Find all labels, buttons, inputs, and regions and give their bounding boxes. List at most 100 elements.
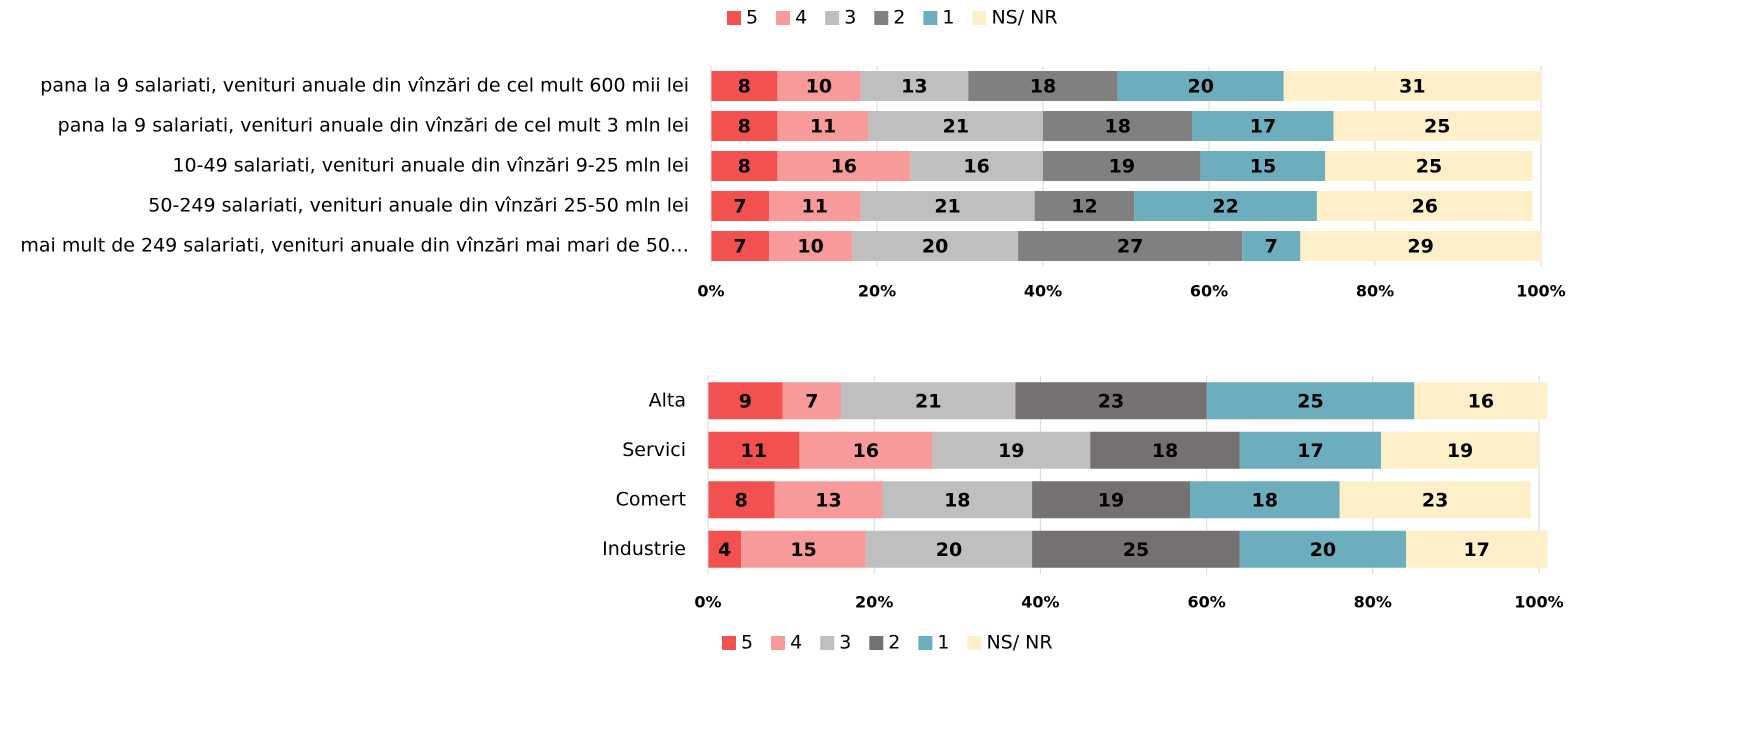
- value-label: 29: [1407, 236, 1433, 258]
- value-label: 7: [1265, 236, 1278, 258]
- legend-label: 3: [839, 632, 851, 654]
- x-tick-label: 0%: [694, 593, 721, 612]
- legend-label: 2: [888, 632, 900, 654]
- legend-label: 1: [942, 7, 954, 29]
- x-tick-label: 80%: [1354, 593, 1392, 612]
- bar-segment: [782, 382, 841, 420]
- bar-segment: [1018, 231, 1243, 261]
- bar-segment: [1300, 231, 1541, 261]
- value-label: 12: [1071, 196, 1097, 218]
- legend-swatch: [972, 11, 987, 25]
- legend-swatch: [820, 636, 835, 650]
- bar-segment: [868, 111, 1043, 141]
- value-label: 15: [790, 539, 816, 561]
- bar-segment: [1325, 151, 1533, 181]
- value-label: 13: [901, 76, 927, 98]
- x-tick-label: 100%: [1514, 593, 1563, 612]
- value-label: 19: [1447, 440, 1473, 462]
- value-label: 21: [934, 196, 960, 218]
- bar-segment: [769, 231, 853, 261]
- value-label: 4: [718, 539, 731, 561]
- value-label: 18: [944, 489, 970, 511]
- bar-segment: [711, 191, 770, 221]
- value-label: 25: [1123, 539, 1149, 561]
- bar-segment: [708, 431, 800, 469]
- value-label: 18: [1030, 76, 1056, 98]
- bar-segment: [1090, 431, 1240, 469]
- bar-segment: [1015, 382, 1207, 420]
- value-label: 23: [1098, 390, 1124, 412]
- category-label: Industrie: [602, 538, 686, 560]
- value-label: 17: [1297, 440, 1323, 462]
- value-label: 8: [738, 76, 751, 98]
- value-label: 13: [815, 489, 841, 511]
- legend-swatch: [776, 11, 791, 25]
- legend-swatch: [918, 636, 933, 650]
- x-tick-label: 20%: [855, 593, 893, 612]
- bar-segment: [1316, 191, 1533, 221]
- value-label: 25: [1424, 116, 1450, 138]
- legend-label: 1: [937, 632, 949, 654]
- value-label: 23: [1422, 489, 1448, 511]
- value-label: 27: [1117, 236, 1143, 258]
- value-label: 11: [802, 196, 828, 218]
- value-label: 16: [1468, 390, 1494, 412]
- value-label: 20: [1187, 76, 1213, 98]
- value-label: 22: [1212, 196, 1238, 218]
- bar-segment: [1200, 151, 1326, 181]
- value-label: 19: [1098, 489, 1124, 511]
- bar-segment: [1032, 481, 1190, 519]
- bar-segment: [1283, 71, 1541, 101]
- legend-label: NS/ NR: [986, 632, 1052, 654]
- x-tick-label: 60%: [1187, 593, 1225, 612]
- legend-swatch: [825, 11, 840, 25]
- legend-label: 2: [893, 7, 905, 29]
- x-tick-label: 60%: [1190, 282, 1228, 301]
- legend-label: 5: [741, 632, 753, 654]
- value-label: 25: [1416, 156, 1442, 178]
- value-label: 17: [1463, 539, 1489, 561]
- bar-segment: [1333, 111, 1541, 141]
- bar-segment: [711, 231, 770, 261]
- bar-segment: [1381, 431, 1539, 469]
- value-label: 17: [1250, 116, 1276, 138]
- value-label: 7: [733, 196, 746, 218]
- legend-swatch: [771, 636, 786, 650]
- bar-segment: [1414, 382, 1548, 420]
- bar-segment: [882, 481, 1033, 519]
- value-label: 8: [738, 116, 751, 138]
- bar-segment: [865, 530, 1033, 568]
- bar-segment: [708, 481, 775, 519]
- value-label: 18: [1104, 116, 1130, 138]
- value-label: 21: [915, 390, 941, 412]
- value-label: 9: [739, 390, 752, 412]
- legend-swatch: [727, 11, 741, 25]
- legend-label: 5: [746, 7, 758, 29]
- value-label: 20: [1310, 539, 1336, 561]
- bar-segment: [1043, 111, 1193, 141]
- category-label: Servici: [622, 439, 686, 461]
- legend-swatch: [923, 11, 938, 25]
- value-label: 19: [998, 440, 1024, 462]
- bar-segment: [1189, 481, 1340, 519]
- legend-swatch: [722, 636, 736, 650]
- bar-segment: [1134, 191, 1317, 221]
- x-tick-label: 100%: [1516, 282, 1565, 301]
- value-label: 7: [805, 390, 818, 412]
- legend-swatch: [967, 636, 982, 650]
- bar-segment: [1339, 481, 1531, 519]
- bar-segment: [910, 151, 1043, 181]
- value-label: 20: [936, 539, 962, 561]
- value-label: 25: [1297, 390, 1323, 412]
- bar-segment: [1206, 382, 1415, 420]
- legend-label: 4: [795, 7, 807, 29]
- bar-segment: [741, 530, 866, 568]
- bar-segment: [711, 111, 778, 141]
- x-tick-label: 40%: [1021, 593, 1059, 612]
- value-label: 18: [1152, 440, 1178, 462]
- value-label: 8: [735, 489, 748, 511]
- bar-segment: [777, 151, 911, 181]
- bar-segment: [777, 71, 861, 101]
- category-label: Alta: [649, 389, 686, 411]
